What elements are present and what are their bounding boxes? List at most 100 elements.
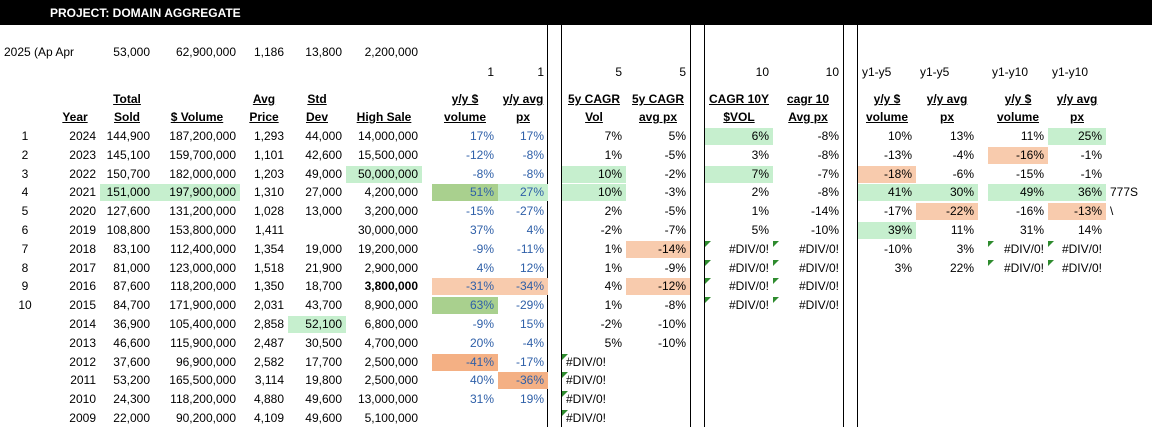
row-std-cell[interactable]	[288, 222, 346, 239]
row-y5p-cell[interactable]	[916, 278, 978, 295]
summary-sold-cell[interactable]: 53,000	[113, 45, 150, 59]
row-c5v-cell[interactable]: 7%	[604, 129, 622, 143]
row-c5p-cell[interactable]: -10%	[657, 335, 686, 350]
row-c5v-cell[interactable]: 2%	[604, 204, 622, 219]
row-y5v-cell[interactable]	[858, 297, 916, 314]
header-c10p-top[interactable]: cagr 10	[786, 92, 830, 106]
period-c5p-cell[interactable]: 5	[679, 65, 686, 79]
row-c10v-cell[interactable]: 2%	[751, 185, 769, 200]
header-y10v-top[interactable]: y/y $	[1004, 92, 1032, 106]
row-c10p-cell[interactable]: #DIV/0!	[773, 240, 843, 258]
row-c5p-cell[interactable]: -7%	[664, 223, 686, 237]
row-year-cell[interactable]: 2014	[69, 317, 96, 331]
row-price-cell[interactable]: 3,114	[254, 373, 284, 388]
row-high-cell[interactable]: 8,900,000	[364, 298, 418, 313]
row-y5v-cell[interactable]: -17%	[883, 204, 912, 219]
row-yy_vol-cell[interactable]: -9%	[472, 317, 494, 331]
row-idx-cell[interactable]	[0, 316, 50, 333]
row-y10p-cell[interactable]: 25%	[1048, 128, 1106, 145]
row-c10v-cell[interactable]	[705, 316, 773, 333]
row-y5v-cell[interactable]: -18%	[858, 165, 916, 183]
row-year-cell[interactable]: 2011	[70, 373, 96, 388]
row-volume-cell[interactable]: 96,900,000	[175, 354, 236, 369]
period-y5p-cell[interactable]: y1-y5	[920, 65, 950, 79]
period-y10v-cell[interactable]: y1-y10	[992, 65, 1029, 79]
row-std-cell[interactable]: 43,700	[305, 298, 342, 313]
row-c10p-cell[interactable]	[773, 354, 843, 371]
row-price-cell[interactable]: 2,582	[253, 354, 284, 369]
header-c5v-top[interactable]: 5y CAGR	[567, 92, 620, 106]
row-volume-cell[interactable]: 118,200,000	[170, 392, 236, 407]
row-c10p-cell[interactable]: -8%	[817, 147, 839, 162]
row-y5p-cell[interactable]	[916, 354, 978, 371]
row-high-cell[interactable]: 30,000,000	[357, 223, 418, 237]
row-std-cell[interactable]: 44,000	[305, 129, 342, 143]
row-high-cell[interactable]: 4,200,000	[364, 185, 418, 200]
summary-std-cell[interactable]: 13,800	[305, 45, 342, 59]
row-yy_vol-cell[interactable]: 17%	[469, 129, 494, 143]
row-sold-cell[interactable]: 24,300	[113, 392, 150, 407]
row-high-cell[interactable]: 3,800,000	[364, 279, 418, 294]
row-c10p-cell[interactable]	[773, 410, 843, 427]
period-c10v-cell[interactable]: 10	[755, 65, 769, 79]
row-yy_vol-cell[interactable]: -31%	[432, 278, 498, 296]
row-y10p-cell[interactable]: -1%	[1080, 147, 1102, 162]
row-idx-cell[interactable]: 7	[21, 241, 29, 256]
row-y5p-cell[interactable]: 22%	[949, 260, 974, 275]
header-c5p-bottom[interactable]: avg px	[638, 110, 677, 124]
row-y10p-cell[interactable]: #DIV/0!	[1048, 259, 1106, 277]
row-c5p-cell[interactable]	[626, 391, 690, 408]
row-c10p-cell[interactable]	[773, 335, 843, 352]
row-price-cell[interactable]: 2,487	[253, 335, 284, 350]
row-c10v-cell[interactable]: #DIV/0!	[705, 259, 773, 277]
row-high-cell[interactable]: 2,500,000	[364, 354, 418, 369]
row-y5v-cell[interactable]: 10%	[887, 129, 912, 143]
header-c10v-top[interactable]: CAGR 10Y	[708, 92, 770, 106]
row-c5p-cell[interactable]: -12%	[626, 278, 690, 296]
row-year-cell[interactable]: 2013	[69, 335, 96, 350]
row-std-cell[interactable]: 13,000	[305, 204, 342, 219]
row-c10p-cell[interactable]: -10%	[810, 223, 839, 237]
row-y5p-cell[interactable]	[916, 297, 978, 314]
row-std-cell[interactable]: 21,900	[305, 260, 342, 275]
row-volume-cell[interactable]: 118,200,000	[170, 279, 236, 294]
row-y10v-cell[interactable]	[988, 410, 1048, 427]
row-sold-cell[interactable]: 22,000	[113, 411, 150, 425]
row-c10v-cell[interactable]: #DIV/0!	[705, 278, 773, 295]
row-y5p-cell[interactable]	[916, 410, 978, 427]
row-sold-cell[interactable]: 37,600	[113, 354, 150, 369]
row-y10p-cell[interactable]	[1048, 372, 1106, 389]
row-yy_px-cell[interactable]: 12%	[519, 260, 544, 275]
row-c10v-cell[interactable]: 3%	[751, 147, 769, 162]
header-price-bottom[interactable]: Price	[249, 110, 279, 124]
row-c5p-cell[interactable]: -5%	[664, 147, 686, 162]
row-year-cell[interactable]: 2020	[69, 204, 96, 219]
row-y10p-cell[interactable]	[1048, 297, 1106, 314]
row-sold-cell[interactable]: 108,800	[106, 223, 150, 237]
row-idx-cell[interactable]	[0, 372, 50, 389]
row-high-cell[interactable]: 3,200,000	[364, 204, 418, 219]
row-y10p-cell[interactable]	[1048, 335, 1106, 352]
row-std-cell[interactable]: 30,500	[305, 335, 342, 350]
row-yy_vol-cell[interactable]: -15%	[465, 204, 494, 219]
row-c5v-cell[interactable]: 1%	[604, 260, 622, 275]
header-yy_vol-bottom[interactable]: volume	[443, 110, 486, 124]
row-y10p-cell[interactable]: -1%	[1080, 166, 1102, 181]
row-y10v-cell[interactable]: #DIV/0!	[988, 240, 1048, 258]
row-high-cell[interactable]: 2,500,000	[364, 373, 418, 388]
row-y5v-cell[interactable]: -13%	[883, 147, 912, 162]
row-c5p-cell[interactable]: 5%	[668, 129, 686, 143]
row-y5v-cell[interactable]	[858, 391, 916, 408]
header-y5p-top[interactable]: y/y avg	[926, 92, 968, 106]
row-c5p-cell[interactable]: -8%	[664, 298, 686, 313]
row-y10v-cell[interactable]: #DIV/0!	[988, 259, 1048, 277]
row-std-cell[interactable]: 49,600	[305, 392, 342, 407]
row-std-cell[interactable]: 19,000	[305, 241, 342, 256]
row-c10v-cell[interactable]	[705, 372, 773, 389]
row-std-cell[interactable]: 19,800	[305, 373, 342, 388]
row-y5p-cell[interactable]	[916, 316, 978, 333]
row-year-cell[interactable]: 2010	[69, 392, 96, 407]
row-y10p-cell[interactable]	[1048, 354, 1106, 371]
note-cell[interactable]: \	[1110, 204, 1114, 219]
row-price-cell[interactable]: 1,411	[254, 223, 284, 237]
